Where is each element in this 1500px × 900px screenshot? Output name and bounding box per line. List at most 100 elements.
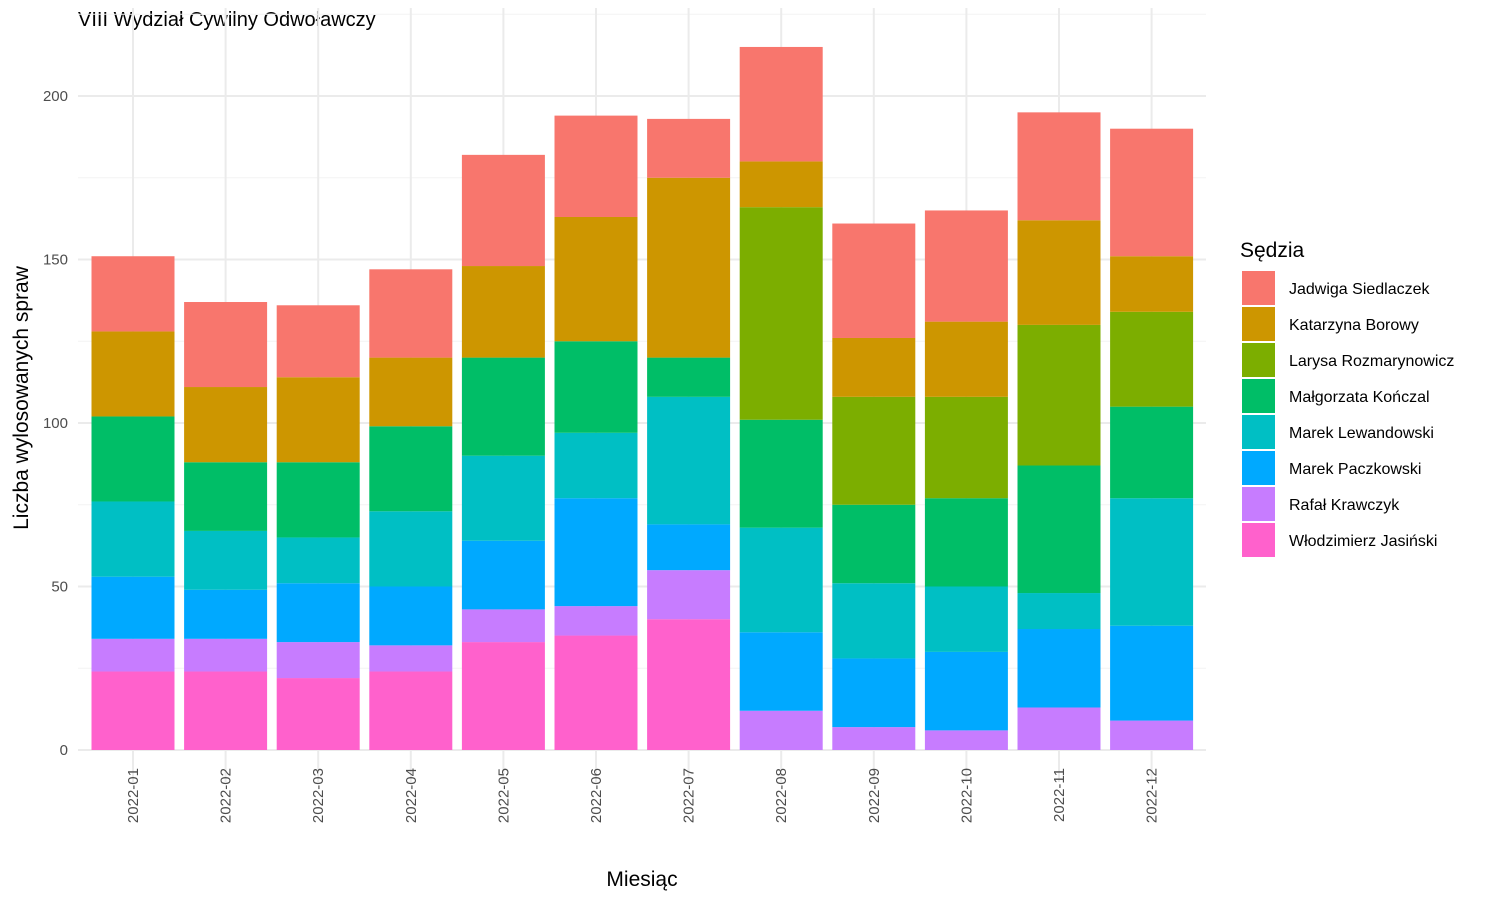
- bar-segment: [924, 651, 1008, 731]
- bar-segment: [924, 730, 1008, 750]
- bar-segment: [739, 710, 823, 750]
- bar-segment: [739, 419, 823, 528]
- legend-key: [1242, 343, 1275, 377]
- x-axis-ticks: 2022-01 2022-02 2022-03 2022-04 2022-05 2022-…: [125, 768, 1161, 823]
- legend-key: [1242, 271, 1275, 305]
- bar-segment: [276, 537, 360, 584]
- bar-segment: [91, 331, 175, 417]
- bar-segment: [461, 154, 545, 267]
- bar-segment: [369, 426, 453, 512]
- legend-label: Włodzimierz Jasiński: [1289, 533, 1437, 550]
- bar-segment: [554, 216, 638, 342]
- bar-segment: [832, 223, 916, 338]
- bar-segment: [647, 177, 731, 358]
- x-tick-label: 2022-02: [218, 768, 235, 823]
- bar-segment: [647, 396, 731, 525]
- bar-segment: [369, 357, 453, 427]
- x-tick-label: 2022-07: [681, 768, 698, 823]
- bar-segment: [554, 432, 638, 499]
- bar-segment: [832, 504, 916, 584]
- x-tick-label: 2022-04: [403, 768, 420, 823]
- bar-segment: [369, 511, 453, 587]
- bar-segment: [276, 678, 360, 750]
- legend-label: Larysa Rozmarynowicz: [1289, 353, 1454, 370]
- y-tick-label: 150: [43, 252, 68, 269]
- bar-segment: [739, 207, 823, 420]
- legend-label: Katarzyna Borowy: [1289, 317, 1419, 334]
- chart-title: VIII Wydział Cywilny Odwoławczy: [78, 9, 376, 31]
- legend-key: [1242, 451, 1275, 485]
- bar-segment: [1110, 625, 1194, 721]
- x-tick-label: 2022-12: [1144, 768, 1161, 823]
- bar-segment: [1110, 406, 1194, 499]
- bar-segment: [832, 337, 916, 397]
- bar-segment: [647, 118, 731, 178]
- x-tick-label: 2022-11: [1051, 768, 1068, 822]
- legend-title: Sędzia: [1240, 239, 1305, 262]
- bar-segment: [276, 462, 360, 538]
- bar-segment: [1110, 256, 1194, 312]
- legend-key: [1242, 307, 1275, 341]
- bar-segment: [647, 357, 731, 397]
- bar-segment: [461, 266, 545, 358]
- bar-segment: [924, 321, 1008, 397]
- bar-segment: [1110, 720, 1194, 750]
- x-tick-label: 2022-01: [125, 768, 142, 823]
- bar-segment: [369, 269, 453, 358]
- bar-segment: [184, 530, 268, 590]
- bar-segment: [832, 396, 916, 505]
- bar-segment: [1017, 593, 1101, 630]
- bar-segment: [1110, 128, 1194, 257]
- y-tick-label: 100: [43, 415, 68, 432]
- bar-segment: [647, 619, 731, 750]
- bar-segment: [184, 671, 268, 750]
- bar-segment: [832, 727, 916, 750]
- bar-segment: [184, 387, 268, 463]
- bar-segment: [554, 606, 638, 636]
- bar-segment: [369, 586, 453, 646]
- bar-segment: [739, 632, 823, 711]
- bar-segment: [1017, 465, 1101, 594]
- bar-segment: [276, 583, 360, 643]
- bar-segment: [184, 302, 268, 388]
- bar-segment: [924, 498, 1008, 587]
- legend-label: Rafał Krawczyk: [1289, 497, 1400, 514]
- bar-segment: [461, 357, 545, 456]
- legend-label: Małgorzata Kończal: [1289, 389, 1430, 406]
- bar-segment: [369, 645, 453, 672]
- bar-segment: [461, 642, 545, 750]
- legend-key: [1242, 379, 1275, 413]
- y-tick-label: 0: [60, 742, 68, 759]
- bar-segment: [647, 524, 731, 571]
- bar-segment: [184, 638, 268, 672]
- bar-segment: [276, 305, 360, 378]
- y-axis-title: Liczba wylosowanych spraw: [10, 265, 33, 530]
- legend-label: Marek Lewandowski: [1289, 425, 1434, 442]
- x-tick-label: 2022-06: [588, 768, 605, 823]
- x-tick-label: 2022-10: [958, 768, 975, 823]
- legend: Sędzia Jadwiga Siedlaczek Katarzyna Borow…: [1240, 239, 1454, 557]
- bar-segment: [1017, 324, 1101, 466]
- y-axis-ticks: 0 50 100 150 200: [43, 88, 68, 759]
- x-axis-title: Miesiąc: [606, 868, 677, 891]
- x-tick-label: 2022-08: [773, 768, 790, 823]
- x-tick-label: 2022-03: [310, 768, 327, 823]
- bar-segment: [739, 46, 823, 162]
- bar-segment: [1017, 707, 1101, 750]
- bar-segment: [91, 416, 175, 502]
- legend-key: [1242, 415, 1275, 449]
- bar-segment: [924, 396, 1008, 499]
- bar-segment: [461, 540, 545, 610]
- bar-segment: [276, 642, 360, 679]
- bar-segment: [554, 498, 638, 607]
- x-tick-label: 2022-09: [866, 768, 883, 823]
- bar-segment: [924, 586, 1008, 652]
- y-tick-label: 200: [43, 88, 68, 105]
- bar-segment: [554, 341, 638, 433]
- bar-segment: [461, 609, 545, 643]
- bar-segment: [554, 635, 638, 750]
- bar-segment: [1017, 629, 1101, 708]
- bar-segment: [91, 638, 175, 672]
- bar-segment: [1110, 498, 1194, 626]
